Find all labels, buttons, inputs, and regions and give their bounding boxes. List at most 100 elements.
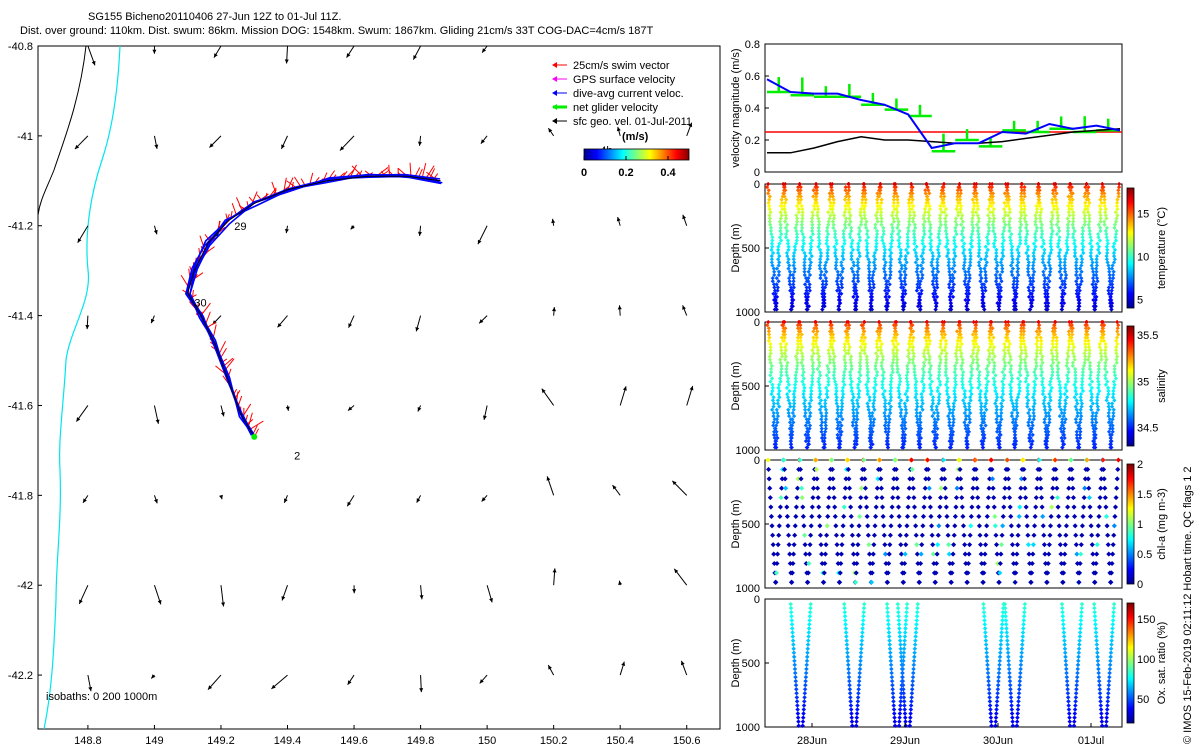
temperature-section-point bbox=[866, 266, 872, 271]
salinity-section-point bbox=[769, 392, 774, 397]
temperature-section-point bbox=[769, 247, 774, 252]
temperature-section-point bbox=[776, 244, 781, 249]
temperature-section-point bbox=[976, 225, 981, 231]
temperature-section-point bbox=[1014, 275, 1019, 281]
temperature-section-point bbox=[1034, 206, 1040, 212]
temperature-section-point bbox=[1109, 297, 1114, 303]
temperature-section-point bbox=[902, 279, 907, 284]
temperature-section-point bbox=[1023, 238, 1029, 243]
salinity-section-colorbar bbox=[1126, 325, 1135, 447]
salinity-section-point bbox=[807, 435, 812, 441]
velocity-ytick-label: 0.6 bbox=[745, 71, 760, 83]
temperature-section-point bbox=[1089, 244, 1094, 249]
temperature-section-point bbox=[1009, 244, 1015, 249]
sfc-velocity-arrowhead bbox=[82, 498, 87, 503]
salinity-section-colorbar-tick: 35 bbox=[1137, 376, 1149, 388]
temperature-section-point bbox=[911, 203, 916, 209]
temperature-section-point bbox=[851, 275, 857, 281]
temperature-section-point bbox=[873, 244, 879, 249]
temperature-section-point bbox=[783, 213, 789, 218]
temperature-section-point bbox=[1093, 297, 1098, 303]
temperature-section-point bbox=[805, 307, 810, 312]
temperature-section-point bbox=[1069, 206, 1074, 212]
temperature-section-point bbox=[800, 232, 805, 237]
temperature-section-point bbox=[994, 275, 999, 281]
temperature-section-point bbox=[962, 282, 968, 287]
temperature-section-point bbox=[1040, 260, 1046, 265]
temperature-section-point bbox=[802, 250, 807, 256]
temperature-section-point bbox=[823, 263, 828, 268]
temperature-section-point bbox=[990, 210, 995, 215]
temperature-section-point bbox=[895, 197, 900, 202]
salinity-section-point bbox=[814, 335, 819, 340]
temperature-section-point bbox=[1049, 225, 1054, 231]
temperature-section-point bbox=[866, 275, 872, 281]
temperature-section-point bbox=[815, 213, 820, 218]
temperature-section-point bbox=[917, 307, 923, 312]
temperature-section-point bbox=[1094, 263, 1100, 268]
salinity-section-point bbox=[833, 382, 839, 387]
temperature-section-point bbox=[1103, 206, 1108, 212]
temperature-section-point bbox=[1085, 194, 1090, 199]
temperature-section-point bbox=[1007, 206, 1012, 212]
temperature-section-point bbox=[962, 247, 967, 252]
salinity-section-point bbox=[770, 376, 775, 381]
temperature-section-point bbox=[833, 247, 838, 252]
salinity-section-point bbox=[801, 376, 806, 381]
oxygen-section-ytick-label: 0 bbox=[754, 594, 760, 606]
salinity-section-point bbox=[819, 426, 824, 431]
temperature-section-point bbox=[1093, 304, 1098, 309]
salinity-section-point bbox=[809, 388, 814, 394]
salinity-section-point bbox=[793, 376, 798, 381]
temperature-section-point bbox=[1079, 279, 1084, 284]
temperature-section-point bbox=[779, 197, 784, 202]
salinity-section-point bbox=[794, 357, 800, 362]
temperature-section-point bbox=[1091, 285, 1096, 290]
temperature-section-point bbox=[784, 250, 790, 256]
temperature-section-point bbox=[862, 213, 867, 218]
sfc-velocity-arrowhead bbox=[150, 318, 155, 324]
temperature-section-point bbox=[783, 225, 789, 231]
temperature-section-point bbox=[838, 272, 843, 278]
salinity-section-point bbox=[779, 354, 785, 359]
salinity-section-point bbox=[827, 354, 832, 359]
temperature-section-point bbox=[883, 272, 888, 278]
temperature-section-point bbox=[967, 275, 972, 281]
temperature-section-point bbox=[926, 216, 931, 221]
salinity-section-point bbox=[790, 410, 795, 416]
temperature-section-point bbox=[779, 213, 784, 218]
temperature-section-point bbox=[1062, 260, 1067, 265]
temperature-section-point bbox=[952, 238, 957, 243]
temperature-section-point bbox=[839, 291, 844, 296]
temperature-section-point bbox=[970, 228, 975, 234]
temperature-section-point bbox=[929, 260, 934, 265]
temperature-section-point bbox=[796, 194, 801, 199]
salinity-section-point bbox=[778, 341, 783, 347]
temperature-section-point bbox=[1067, 206, 1072, 212]
temperature-section-point bbox=[874, 247, 879, 252]
temperature-section-point bbox=[1086, 203, 1091, 209]
temperature-section-point bbox=[852, 272, 857, 278]
oxygen-section-colorbar-tick: 150 bbox=[1137, 614, 1155, 626]
salinity-section-point bbox=[774, 429, 779, 434]
temperature-section-point bbox=[935, 247, 941, 252]
temperature-section-point bbox=[1074, 269, 1079, 274]
temperature-section-point bbox=[1000, 241, 1005, 246]
isobaths-label: isobaths: 0 200 1000m bbox=[46, 691, 157, 703]
temperature-section-point bbox=[847, 194, 852, 199]
temperature-section-point bbox=[902, 301, 908, 306]
temperature-section-point bbox=[807, 272, 813, 278]
temperature-section-point bbox=[1087, 232, 1092, 237]
temperature-section-point bbox=[857, 228, 863, 234]
temperature-section-point bbox=[1083, 206, 1088, 212]
temperature-section-point bbox=[1000, 232, 1005, 237]
temperature-section-point bbox=[770, 238, 775, 243]
temperature-section-point bbox=[922, 232, 927, 237]
temperature-section-point bbox=[982, 285, 988, 290]
temperature-section-point bbox=[989, 203, 994, 209]
salinity-section-point bbox=[801, 388, 807, 394]
temperature-section-point bbox=[977, 263, 982, 268]
temperature-section-point bbox=[904, 260, 909, 265]
temperature-section-point bbox=[779, 232, 784, 237]
temperature-section-point bbox=[824, 282, 829, 287]
